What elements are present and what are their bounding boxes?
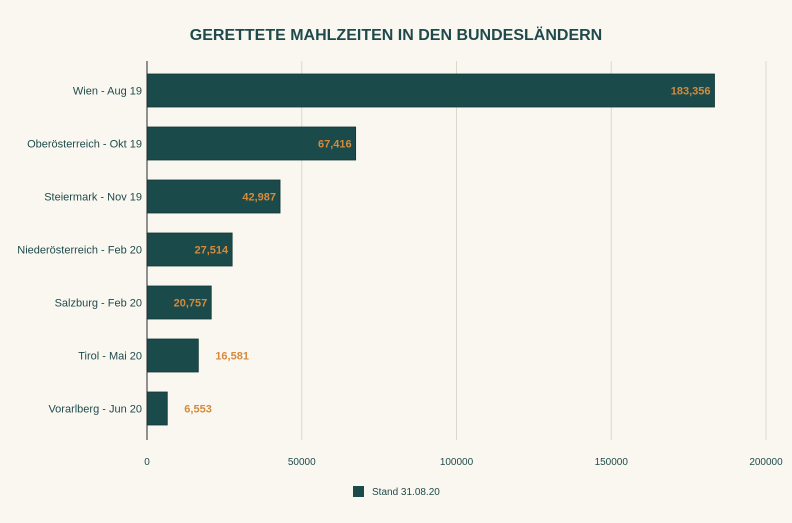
value-label-3: 27,514 (194, 245, 229, 257)
value-label-5: 16,581 (215, 351, 249, 363)
legend-label: Stand 31.08.20 (372, 487, 440, 498)
value-label-0: 183,356 (671, 86, 711, 98)
legend-swatch (353, 486, 364, 497)
value-label-4: 20,757 (174, 298, 208, 310)
bar-0[interactable] (146, 73, 715, 108)
chart-title: GERETTETE MAHLZEITEN IN DEN BUNDESLÄNDER… (190, 26, 602, 44)
bar-4[interactable] (146, 285, 212, 320)
x-axis-tick-labels: 0 50000 100000 150000 200000 (144, 457, 783, 468)
category-labels: Wien - Aug 19 Oberösterreich - Okt 19 Stei… (17, 86, 142, 416)
legend[interactable]: Stand 31.08.20 (353, 486, 440, 498)
category-label-1: Oberösterreich - Okt 19 (27, 139, 142, 151)
x-tick-label-2: 100000 (440, 457, 474, 468)
category-label-5: Tirol - Mai 20 (78, 351, 142, 363)
x-tick-label-1: 50000 (288, 457, 316, 468)
x-tick-label-3: 150000 (595, 457, 629, 468)
gridlines (301, 61, 767, 440)
bar-1[interactable] (146, 126, 357, 161)
bar-5[interactable] (146, 338, 199, 373)
x-tick-label-0: 0 (144, 457, 150, 468)
category-label-3: Niederösterreich - Feb 20 (17, 245, 142, 257)
category-label-6: Vorarlberg - Jun 20 (48, 404, 142, 416)
value-label-1: 67,416 (318, 139, 352, 151)
value-label-2: 42,987 (242, 192, 276, 204)
value-label-6: 6,553 (184, 404, 212, 416)
bar-2[interactable] (146, 179, 281, 214)
category-label-4: Salzburg - Feb 20 (55, 298, 142, 310)
bar-6[interactable] (146, 391, 168, 426)
bars (146, 73, 715, 426)
value-labels: 183,356 67,416 42,987 27,514 20,757 16,581 6,5… (174, 86, 711, 416)
category-label-2: Steiermark - Nov 19 (44, 192, 142, 204)
category-label-0: Wien - Aug 19 (73, 86, 142, 98)
x-tick-label-4: 200000 (749, 457, 783, 468)
